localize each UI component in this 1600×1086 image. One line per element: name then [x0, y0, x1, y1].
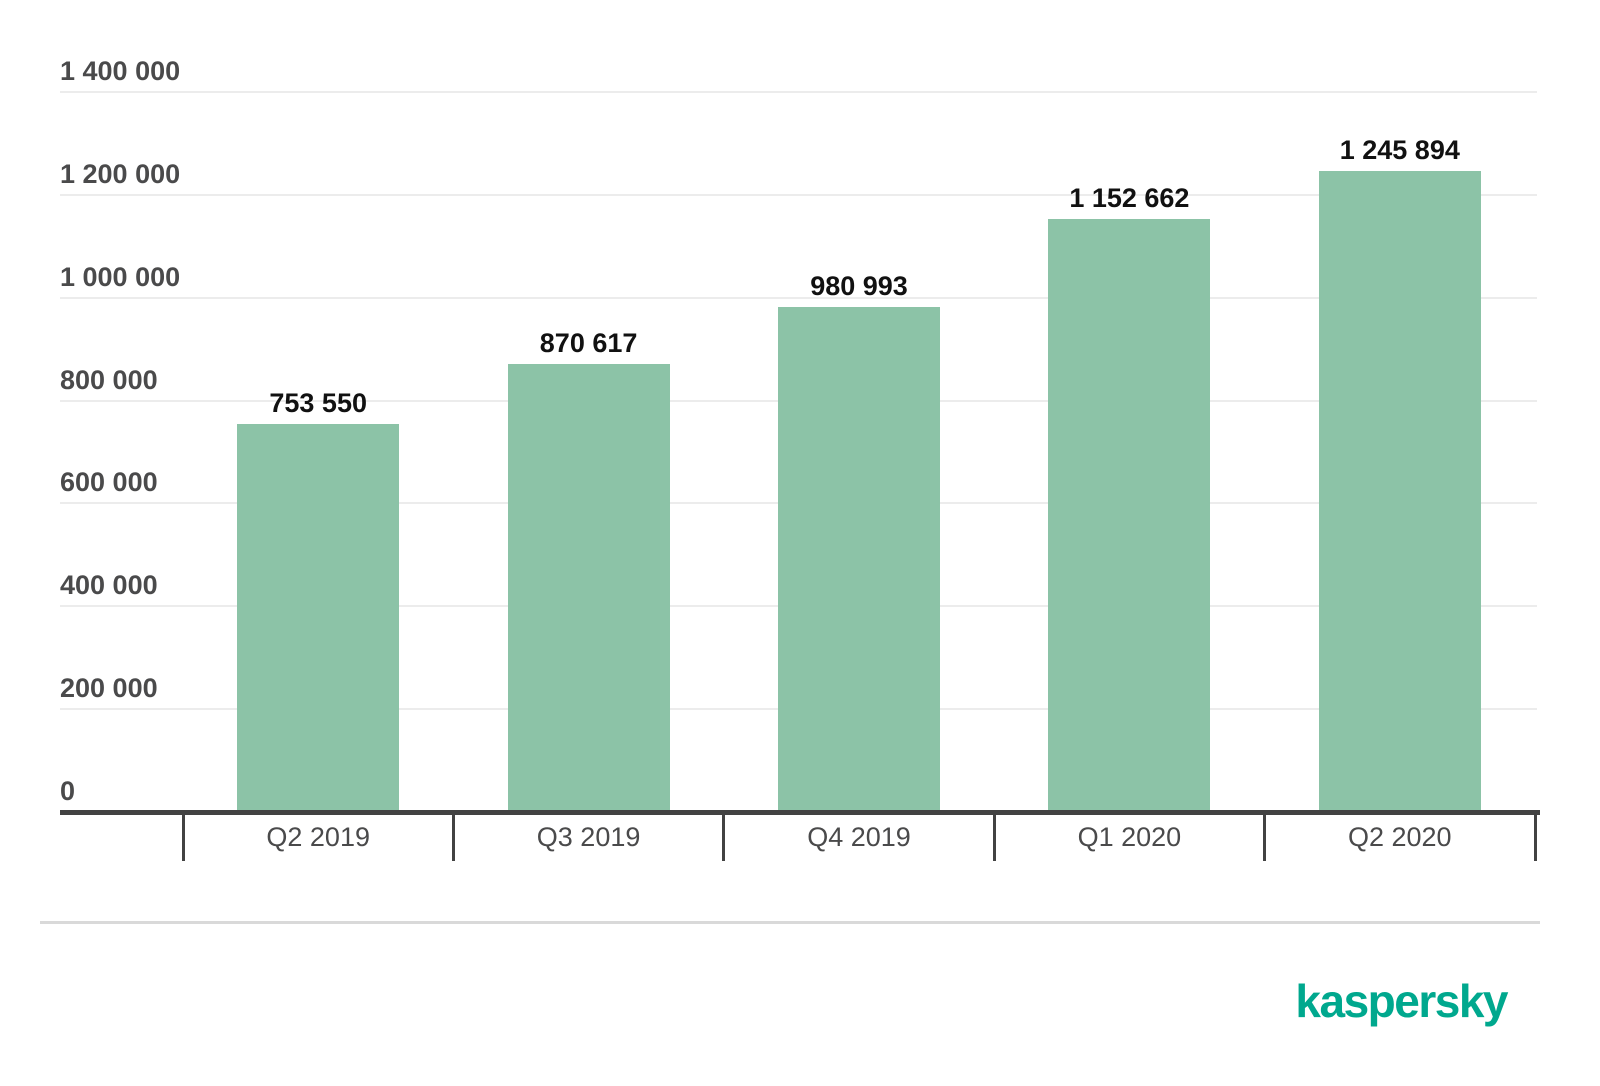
x-axis-line	[60, 810, 1540, 815]
x-axis-category-label: Q2 2020	[1347, 822, 1452, 852]
bar	[1318, 171, 1481, 810]
y-axis-tick-label: 0	[60, 776, 76, 806]
bar	[778, 307, 940, 810]
x-axis-tick	[992, 815, 996, 861]
bar-value-label: 1 245 894	[1339, 135, 1460, 166]
bar-value-label: 753 550	[269, 388, 367, 419]
y-axis-tick-label: 1 400 000	[60, 56, 181, 86]
y-axis-tick-label: 400 000	[60, 570, 158, 601]
bar-value-label: 870 617	[539, 328, 638, 359]
y-gridline	[60, 296, 1537, 299]
x-axis-category-label: Q1 2020	[1077, 822, 1182, 852]
bar-value-label: 1 152 662	[1069, 183, 1190, 214]
x-axis-category-label: Q2 2019	[266, 822, 370, 852]
kaspersky-logo: kaspersky	[1295, 975, 1508, 1027]
x-axis-category-label: Q3 2019	[536, 822, 641, 852]
x-axis-tick	[181, 815, 185, 861]
y-axis-tick-label: 1 200 000	[60, 158, 181, 189]
y-gridline	[60, 193, 1537, 196]
y-axis-tick-label: 600 000	[60, 467, 158, 498]
x-axis-category-label: Q4 2019	[807, 822, 911, 852]
y-axis-tick-label: 200 000	[60, 673, 158, 704]
x-axis-tick	[451, 815, 455, 861]
y-gridline	[60, 91, 1537, 93]
bar	[507, 364, 670, 810]
bar-chart: 0 200 000 400 000 600 000 800 000 1 000 000 1 …	[60, 56, 1540, 861]
x-axis-tick	[722, 815, 726, 861]
separator-line	[40, 921, 1540, 924]
x-axis-tick	[1533, 815, 1537, 861]
bar-value-label: 980 993	[810, 271, 908, 302]
bar	[237, 424, 400, 810]
bar	[1048, 219, 1211, 810]
y-axis-tick-label: 800 000	[60, 364, 158, 395]
x-axis-tick	[1263, 815, 1267, 861]
y-axis-tick-label: 1 000 000	[60, 261, 181, 292]
